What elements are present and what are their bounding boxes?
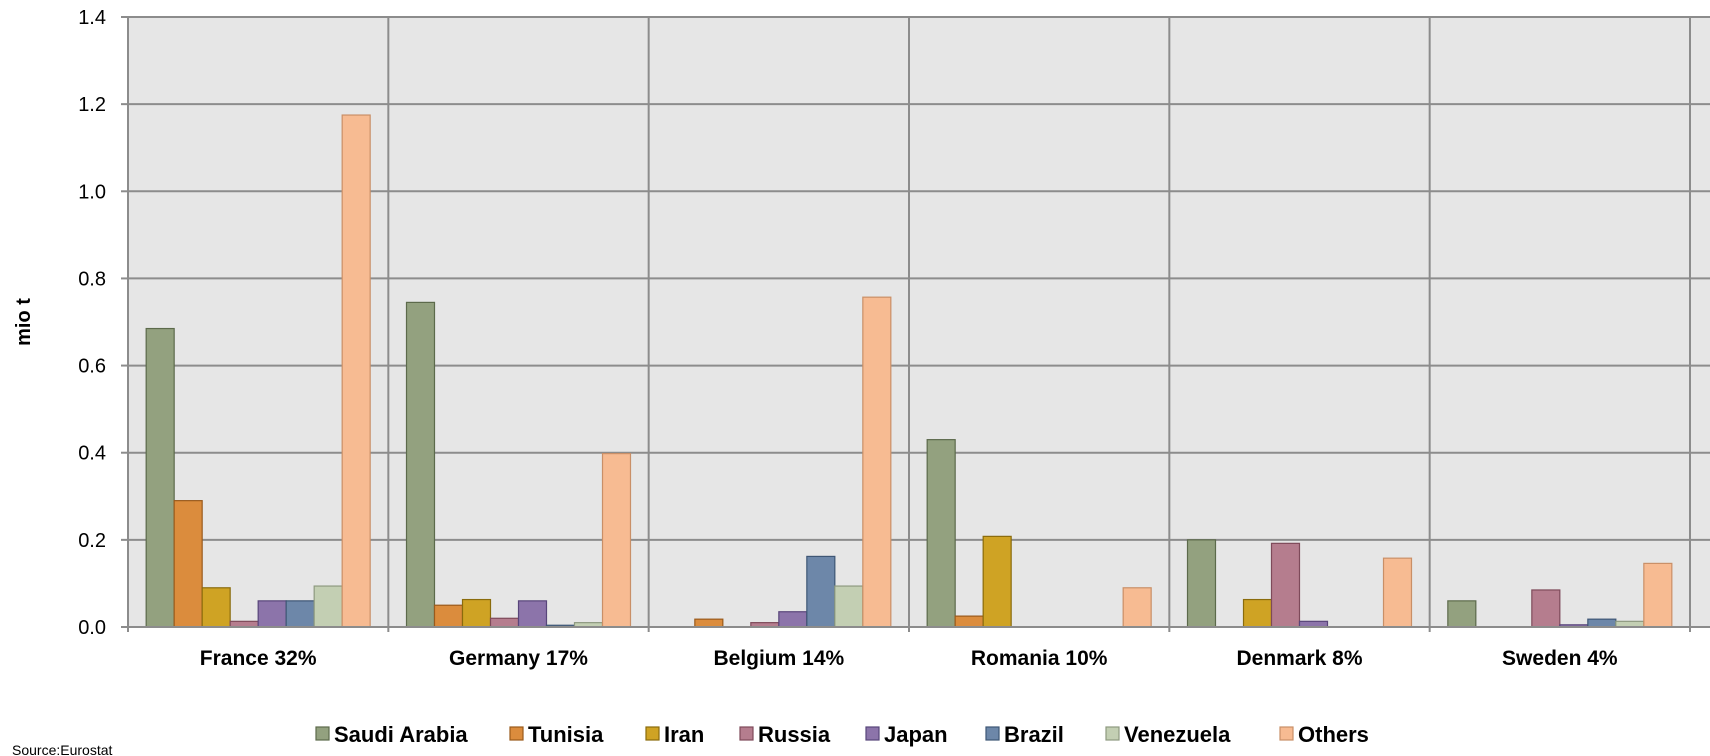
legend-item: Brazil	[985, 722, 1064, 747]
legend-item: Iran	[645, 722, 704, 747]
bar-japan	[778, 611, 808, 628]
bar-saudi-arabia	[145, 327, 175, 628]
legend-item: Venezuela	[1105, 722, 1231, 747]
x-tick-label: Germany 17%	[449, 647, 588, 670]
legend-label: Japan	[884, 722, 948, 747]
legend-label: Tunisia	[528, 722, 604, 747]
bar-saudi-arabia	[405, 301, 436, 628]
bar-tunisia	[954, 615, 984, 628]
legend-item: Japan	[865, 722, 948, 747]
x-tick-label: Sweden 4%	[1502, 647, 1618, 670]
bar-iran	[1242, 598, 1273, 628]
bar-brazil	[806, 555, 836, 628]
legend-item: Saudi Arabia	[315, 722, 468, 747]
bar-brazil	[285, 600, 315, 628]
legend-item: Others	[1279, 722, 1369, 747]
legend-label: Iran	[664, 722, 704, 747]
y-axis-label: mio t	[13, 298, 35, 346]
legend-label: Saudi Arabia	[334, 722, 468, 747]
x-tick-label: Romania 10%	[971, 647, 1108, 670]
bar-others	[862, 296, 892, 628]
legend-swatch	[739, 726, 754, 741]
x-tick-labels: France 32% Germany 17% Belgium 14% Romania …	[200, 647, 1618, 670]
legend-label: Venezuela	[1124, 722, 1231, 747]
bar-others	[1643, 562, 1673, 628]
y-tick-label: 0.4	[78, 443, 106, 465]
bar-russia	[489, 617, 520, 628]
y-tick-label: 1.0	[78, 181, 106, 203]
legend-swatch	[1279, 726, 1294, 741]
legend-swatch	[1105, 726, 1120, 741]
legend-item: Russia	[739, 722, 831, 747]
y-tick-label: 0.6	[78, 356, 106, 378]
bar-iran	[982, 535, 1012, 628]
bar-russia	[1531, 589, 1561, 628]
legend-label: Russia	[758, 722, 831, 747]
bar-saudi-arabia	[1447, 600, 1477, 628]
legend-swatch	[985, 726, 1000, 741]
x-tick-label: France 32%	[200, 647, 317, 670]
legend-item: Tunisia	[509, 722, 604, 747]
legend-swatch	[865, 726, 880, 741]
y-tick-label: 0.2	[78, 530, 106, 552]
plot-area	[128, 17, 1710, 627]
legend-swatch	[645, 726, 660, 741]
y-tick-label: 0.0	[78, 617, 106, 639]
legend-swatch	[509, 726, 524, 741]
legend-label: Brazil	[1004, 722, 1064, 747]
bar-others	[1122, 587, 1152, 628]
y-tick-label: 1.2	[78, 94, 106, 116]
bar-others	[341, 114, 371, 628]
y-tick-labels: 0.0 0.2 0.4 0.6 0.8 1.0 1.2 1.4	[78, 7, 106, 639]
bar-tunisia	[694, 618, 724, 628]
x-tick-label: Denmark 8%	[1236, 647, 1362, 670]
bar-japan	[257, 600, 287, 628]
grid-lines	[128, 16, 1710, 632]
legend: Saudi Arabia Tunisia Iran Russia Japan Brazil…	[315, 722, 1369, 747]
bar-tunisia	[173, 500, 203, 628]
bar-russia	[1270, 542, 1301, 628]
bar-japan	[517, 600, 548, 628]
x-tick-label: Belgium 14%	[713, 647, 844, 670]
legend-label: Others	[1298, 722, 1369, 747]
bar-iran	[201, 587, 231, 628]
bar-venezuela	[834, 585, 864, 628]
bar-saudi-arabia	[926, 439, 956, 628]
bar-others	[601, 452, 632, 628]
bar-tunisia	[433, 604, 464, 628]
axes	[121, 16, 1710, 632]
y-tick-label: 0.8	[78, 268, 106, 290]
bar-brazil	[1587, 618, 1617, 628]
source-note: Source:Eurostat	[12, 742, 112, 756]
y-tick-label: 1.4	[78, 7, 106, 29]
legend-swatch	[315, 726, 330, 741]
bar-saudi-arabia	[1186, 539, 1217, 628]
bar-venezuela	[313, 585, 343, 628]
bar-iran	[461, 598, 492, 628]
bar-others	[1382, 557, 1413, 628]
bars	[145, 114, 1673, 628]
